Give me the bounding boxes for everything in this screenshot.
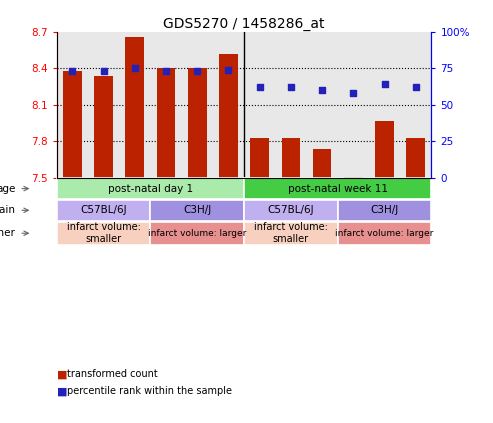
Bar [219, 54, 238, 178]
Point [381, 81, 388, 88]
Bar [150, 222, 244, 245]
Bar [157, 68, 176, 178]
Text: infarct volume:
smaller: infarct volume: smaller [67, 222, 141, 244]
Point [256, 84, 264, 91]
Bar [338, 200, 431, 221]
Text: transformed count: transformed count [67, 369, 157, 379]
Bar [119, 32, 150, 178]
Point [69, 68, 76, 74]
Point [131, 65, 139, 71]
Point [287, 84, 295, 91]
Point [412, 84, 420, 91]
Point [318, 87, 326, 93]
Point [224, 66, 232, 73]
Bar [344, 176, 363, 178]
Bar [313, 148, 331, 178]
Bar [88, 32, 119, 178]
Text: C57BL/6J: C57BL/6J [268, 205, 314, 215]
Bar [244, 32, 275, 178]
Text: ■: ■ [57, 386, 67, 396]
Text: percentile rank within the sample: percentile rank within the sample [67, 386, 232, 396]
Bar [375, 121, 394, 178]
Text: strain: strain [0, 205, 15, 215]
Bar [338, 222, 431, 245]
Bar [57, 222, 150, 245]
Bar [307, 32, 338, 178]
Bar [181, 32, 213, 178]
Point [193, 68, 201, 74]
Bar [275, 32, 307, 178]
Point [350, 90, 357, 96]
Text: infarct volume: larger: infarct volume: larger [335, 229, 434, 238]
Bar [244, 200, 338, 221]
Bar [282, 137, 300, 178]
Bar [57, 200, 150, 221]
Text: post-natal week 11: post-natal week 11 [288, 184, 387, 194]
Bar [94, 76, 113, 178]
Text: infarct volume: larger: infarct volume: larger [148, 229, 246, 238]
Bar [400, 32, 431, 178]
Bar [57, 32, 88, 178]
Bar [213, 32, 244, 178]
Bar [369, 32, 400, 178]
Text: C3H/J: C3H/J [183, 205, 211, 215]
Text: post-natal day 1: post-natal day 1 [108, 184, 193, 194]
Title: GDS5270 / 1458286_at: GDS5270 / 1458286_at [163, 16, 325, 31]
Text: age: age [0, 184, 15, 194]
Text: C3H/J: C3H/J [370, 205, 399, 215]
Bar [338, 32, 369, 178]
Bar [150, 200, 244, 221]
Bar [244, 178, 431, 199]
Bar [125, 37, 144, 178]
Point [100, 68, 107, 74]
Bar [406, 137, 425, 178]
Point [162, 68, 170, 74]
Bar [188, 68, 207, 178]
Bar [150, 32, 181, 178]
Text: ■: ■ [57, 369, 67, 379]
Bar [244, 222, 338, 245]
Text: C57BL/6J: C57BL/6J [80, 205, 127, 215]
Text: other: other [0, 228, 15, 238]
Bar [63, 71, 82, 178]
Bar [57, 178, 244, 199]
Bar [250, 137, 269, 178]
Text: infarct volume:
smaller: infarct volume: smaller [254, 222, 328, 244]
